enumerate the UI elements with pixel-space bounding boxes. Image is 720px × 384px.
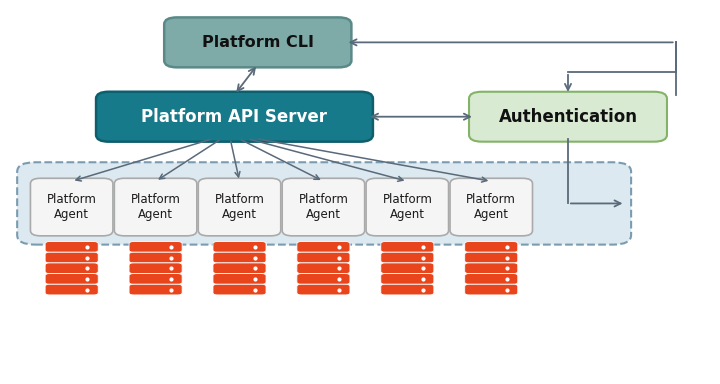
FancyBboxPatch shape [464,284,518,295]
FancyBboxPatch shape [213,263,266,273]
FancyBboxPatch shape [129,252,182,263]
FancyBboxPatch shape [114,178,197,236]
FancyBboxPatch shape [381,263,434,273]
FancyBboxPatch shape [464,252,518,263]
FancyBboxPatch shape [213,273,266,284]
Text: Platform CLI: Platform CLI [202,35,314,50]
FancyBboxPatch shape [45,273,98,284]
Text: Platform
Agent: Platform Agent [299,193,348,221]
Text: Authentication: Authentication [498,108,637,126]
FancyBboxPatch shape [129,273,182,284]
FancyBboxPatch shape [129,242,182,252]
FancyBboxPatch shape [381,284,434,295]
FancyBboxPatch shape [366,178,449,236]
FancyBboxPatch shape [164,17,351,67]
FancyBboxPatch shape [45,263,98,273]
Text: Platform
Agent: Platform Agent [467,193,516,221]
FancyBboxPatch shape [213,252,266,263]
FancyBboxPatch shape [450,178,533,236]
FancyBboxPatch shape [213,284,266,295]
FancyBboxPatch shape [45,252,98,263]
FancyBboxPatch shape [381,242,434,252]
FancyBboxPatch shape [30,178,113,236]
FancyBboxPatch shape [381,273,434,284]
FancyBboxPatch shape [297,263,350,273]
Text: Platform
Agent: Platform Agent [382,193,432,221]
FancyBboxPatch shape [297,252,350,263]
FancyBboxPatch shape [297,242,350,252]
FancyBboxPatch shape [45,284,98,295]
FancyBboxPatch shape [17,162,631,245]
FancyBboxPatch shape [96,92,373,142]
FancyBboxPatch shape [45,242,98,252]
FancyBboxPatch shape [297,284,350,295]
FancyBboxPatch shape [464,263,518,273]
FancyBboxPatch shape [129,263,182,273]
FancyBboxPatch shape [381,252,434,263]
FancyBboxPatch shape [198,178,281,236]
Text: Platform API Server: Platform API Server [142,108,328,126]
FancyBboxPatch shape [213,242,266,252]
Text: Platform
Agent: Platform Agent [47,193,96,221]
Text: Platform
Agent: Platform Agent [215,193,264,221]
FancyBboxPatch shape [297,273,350,284]
FancyBboxPatch shape [129,284,182,295]
FancyBboxPatch shape [464,273,518,284]
FancyBboxPatch shape [282,178,364,236]
Text: Platform
Agent: Platform Agent [130,193,181,221]
FancyBboxPatch shape [469,92,667,142]
FancyBboxPatch shape [464,242,518,252]
